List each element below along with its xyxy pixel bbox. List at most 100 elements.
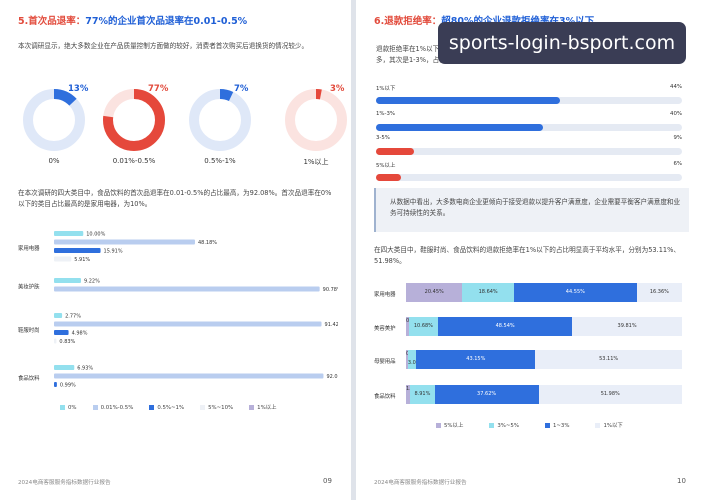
stacked-segment: 48.54% [438, 317, 573, 336]
insight-callout-text: 从数据中看出，大多数电商企业更倾向于接受退款以提升客户满意度，企业需要平衡客户满… [390, 198, 681, 217]
stacked-segment: 39.81% [572, 317, 682, 336]
legend-swatch [489, 423, 495, 428]
category-summary-paragraph: 在本次调研的四大类目中，食品饮料的首次品退率在0.01-0.5%的占比最高，为9… [18, 189, 332, 208]
category-label: 美妆护肤 [18, 283, 40, 291]
bar-value-label: 91.42% [325, 322, 338, 328]
left-chart-legend: 0% 0.01%-0.5% 0.5%~1% 5%~10% 1%以上 [60, 403, 293, 411]
category-refund-paragraph: 在四大类目中，鞋服时尚、食品饮料的退款拒绝率在1%以下的占比明显高于平均水平，分… [374, 246, 680, 265]
segment-value-label: 18.64% [478, 289, 498, 295]
progress-track [376, 97, 682, 104]
progress-value-label: 40% [670, 111, 682, 117]
footer-report-title: 2024电商客服服务指标数据行业报告 [18, 480, 111, 486]
bar [54, 239, 195, 245]
bar-value-label: 90.78% [323, 287, 338, 293]
legend-label: 0.01%-0.5% [100, 405, 134, 411]
legend-item: 1%以上 [249, 403, 277, 411]
legend-label: 3%~5% [497, 423, 519, 429]
stacked-bar: 0.97%10.68%48.54%39.81% [406, 317, 682, 336]
donut-value-arc [23, 89, 85, 151]
donut-percent-label: 13% [68, 84, 89, 94]
progress-track [376, 124, 682, 131]
bar-value-label: 4.98% [72, 330, 88, 336]
bar [54, 373, 324, 379]
legend-item: 3%~5% [489, 423, 519, 429]
legend-label: 1~3% [552, 423, 570, 429]
bar [54, 321, 322, 327]
segment-value-label: 43.15% [466, 356, 486, 362]
progress-fill [376, 124, 543, 131]
bar [54, 286, 320, 292]
bar-value-label: 10.00% [86, 231, 105, 237]
progress-value-label: 9% [673, 135, 682, 141]
donut-value-arc [189, 89, 251, 151]
progress-value-label: 6% [673, 161, 682, 167]
stacked-segment: 8.91% [410, 385, 435, 404]
legend-label: 1%以上 [257, 405, 277, 411]
bar [54, 248, 101, 253]
intro-paragraph-right: 退款拒绝率在1%以下的企业占比最多，其次是1-3%，占比为40% [376, 45, 479, 64]
stacked-segment: 53.11% [535, 350, 682, 369]
report-page-10: 6.退款拒绝率：超80%的企业退款拒绝率在3%以下 退款拒绝率在1%以下的企业占… [356, 0, 707, 500]
stacked-segment: 37.62% [434, 385, 539, 404]
legend-swatch [436, 423, 441, 428]
legend-label: 1%以下 [603, 423, 623, 429]
legend-item: 0.5%~1% [149, 405, 184, 411]
insight-callout-box: 从数据中看出，大多数电商企业更倾向于接受退款以提升客户满意度，企业需要平衡客户满… [374, 188, 689, 232]
category-label: 鞋服时尚 [18, 326, 40, 334]
progress-fill [376, 148, 414, 155]
watermark-overlay-banner: sports-login-bsport.com [438, 22, 686, 64]
progress-fill [376, 174, 402, 181]
donut-percent-label: 77% [148, 84, 169, 94]
segment-value-label: 10.68% [413, 323, 433, 329]
donut-value-arc [285, 89, 347, 151]
legend-swatch [149, 405, 155, 410]
segment-value-label: 16.36% [649, 289, 669, 295]
legend-swatch [200, 405, 206, 410]
bar [54, 313, 63, 318]
segment-value-label: 53.11% [599, 356, 619, 362]
donut-percent-label: 3% [330, 84, 345, 94]
donut-category-label: 0.5%-1% [204, 157, 236, 165]
legend-swatch [60, 405, 65, 410]
stacked-segment: 20.45% [406, 283, 463, 302]
stacked-bar: 20.45% 18.64% 44.55% 16.36% [406, 283, 682, 302]
stacked-segment: 44.55% [513, 283, 637, 302]
bar [54, 365, 75, 370]
legend-label: 5%~10% [208, 405, 234, 411]
segment-value-label: 48.54% [495, 323, 515, 329]
legend-swatch [544, 423, 550, 428]
donut-category-label: 0.01%-0.5% [112, 157, 156, 165]
stacked-segment: 18.64% [462, 283, 514, 302]
bar [54, 330, 69, 335]
segment-value-label: 20.45% [424, 289, 444, 295]
donut-value-arc [103, 89, 165, 151]
segment-value-label: 39.81% [617, 323, 637, 329]
bar-value-label: 0.99% [60, 382, 76, 388]
legend-label: 0% [68, 405, 77, 411]
bar-value-label: 2.77% [65, 313, 81, 319]
bar-value-label: 92.08% [326, 374, 338, 380]
bar-value-label: 48.18% [198, 240, 217, 246]
bar-value-label: 9.22% [84, 278, 100, 284]
legend-item: 5%~10% [200, 405, 233, 411]
right-chart-legend: 5%以上 3%~5% 1~3% 1%以下 [436, 421, 649, 429]
stacked-segment: 51.98% [538, 385, 682, 404]
stacked-category-label: 美容美护 [374, 326, 396, 332]
segment-value-label: 51.98% [600, 391, 620, 397]
stacked-category-label: 母婴用品 [374, 359, 396, 365]
donut-1 [103, 89, 165, 151]
progress-fill [376, 97, 560, 104]
legend-item: 0.01%-0.5% [92, 405, 134, 411]
legend-item: 5%以上 [436, 421, 463, 429]
progress-track [376, 174, 682, 181]
legend-label: 0.5%~1% [157, 405, 185, 411]
donut-percent-label: 7% [234, 84, 249, 94]
progress-category-label: 1%-3% [376, 111, 396, 117]
bar [54, 231, 84, 236]
legend-item: 1%以下 [595, 421, 623, 429]
donut-track [189, 89, 251, 151]
progress-category-label: 3-5% [376, 135, 390, 141]
donut-category-label: 0% [48, 157, 60, 165]
legend-item: 0% [60, 405, 77, 411]
bar [54, 256, 72, 262]
